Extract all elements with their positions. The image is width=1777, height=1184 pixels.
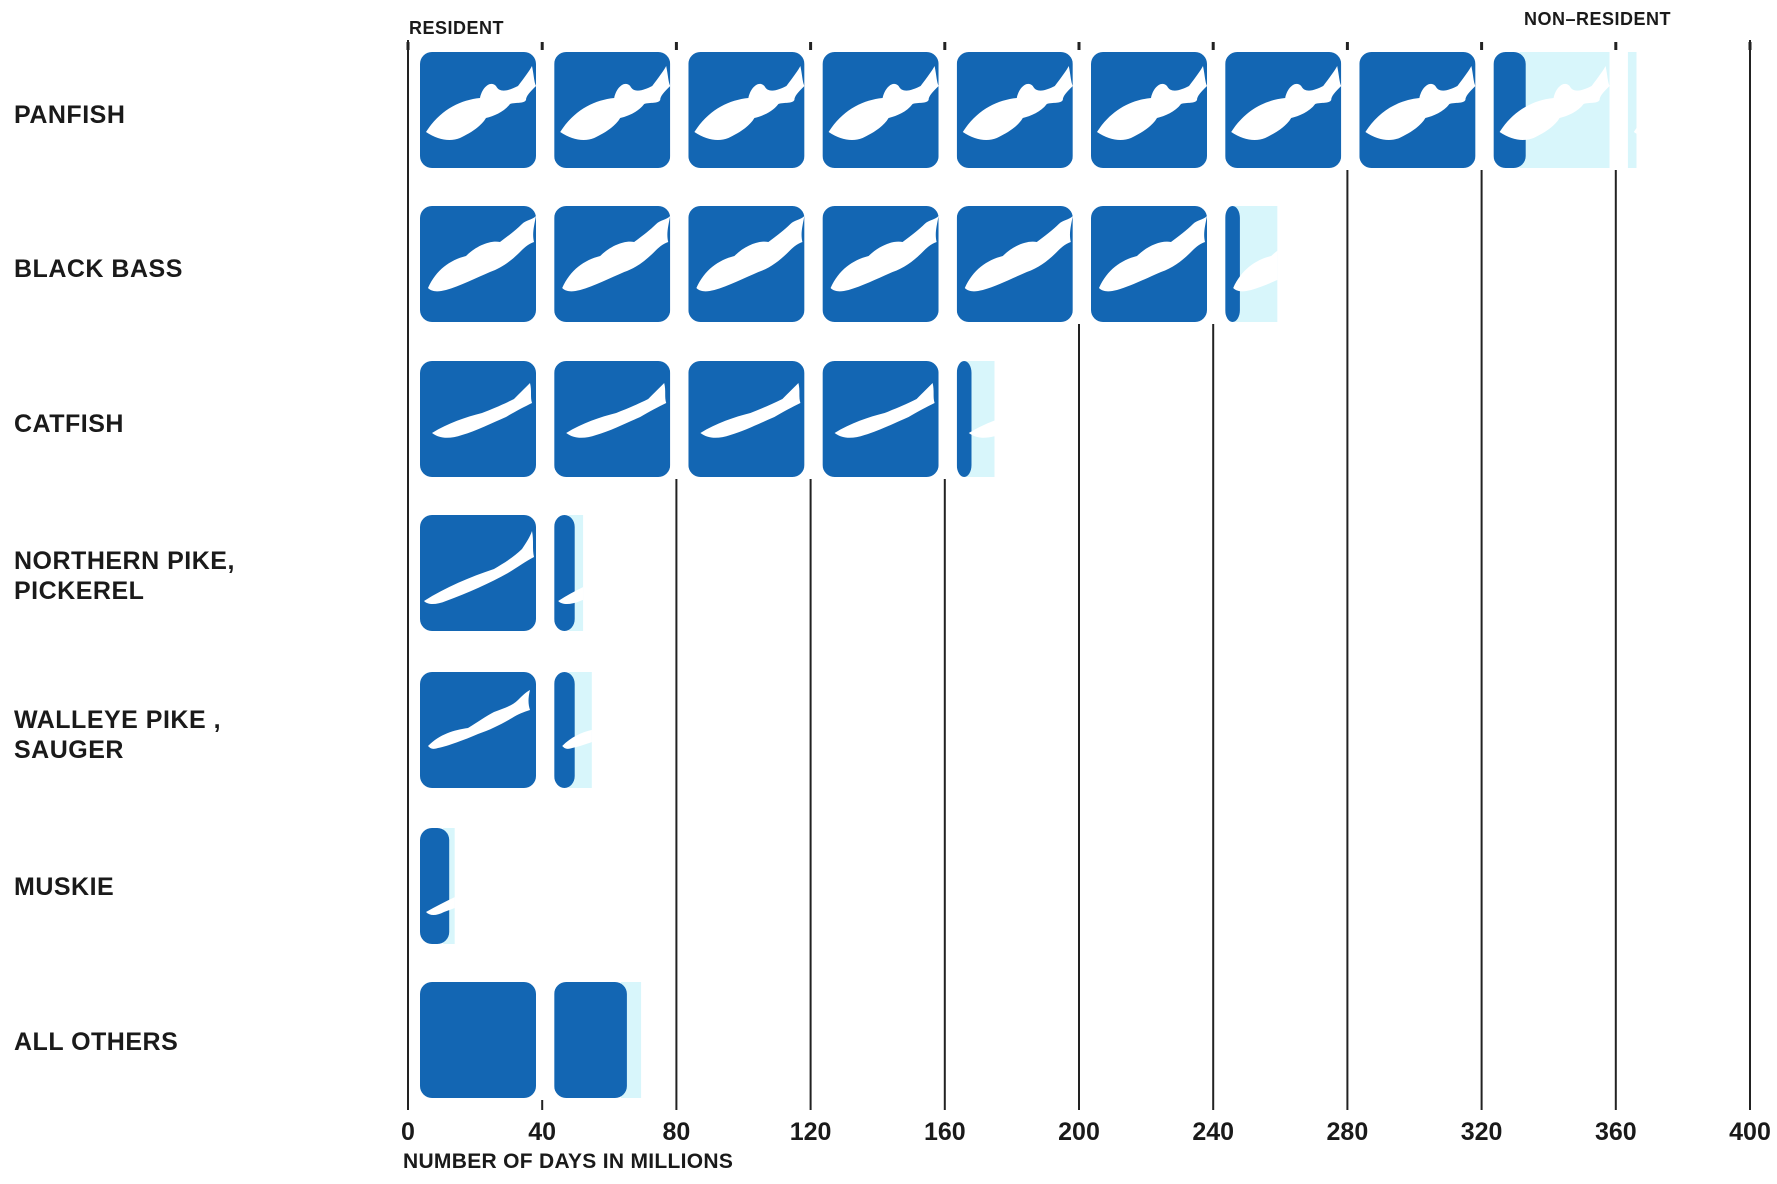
- symbol-6-1: [554, 982, 642, 1098]
- resident-segment: [956, 361, 972, 477]
- symbol-5-0: [420, 828, 455, 944]
- bar-row-3: [420, 515, 584, 631]
- x-tick-label-0: 0: [401, 1118, 415, 1146]
- symbol-1-5: [1091, 206, 1207, 322]
- resident-segment: [420, 828, 450, 944]
- nonresident-segment: [1627, 52, 1637, 168]
- symbol-3-1: [554, 515, 584, 631]
- symbol-0-7: [1359, 52, 1476, 168]
- symbol-2-2: [688, 361, 805, 477]
- symbol-0-6: [1225, 52, 1342, 168]
- x-tick-label-80: 80: [662, 1118, 690, 1146]
- x-tick-label-400: 400: [1729, 1118, 1771, 1146]
- symbol-0-3: [822, 52, 939, 168]
- resident-segment: [554, 982, 627, 1098]
- resident-segment: [554, 515, 575, 631]
- symbol-1-1: [554, 206, 671, 322]
- symbol-1-3: [822, 206, 939, 322]
- bar-row-0: [420, 52, 1744, 168]
- symbol-0-9: [1627, 52, 1744, 168]
- legend-nonresident: NON–RESIDENT: [1524, 9, 1672, 29]
- x-tick-label-160: 160: [924, 1118, 966, 1146]
- symbol-0-5: [1091, 52, 1207, 168]
- panfish-icon: [1633, 66, 1744, 140]
- resident-segment: [420, 515, 536, 631]
- category-label-panfish: PANFISH: [14, 101, 126, 129]
- symbol-2-3: [822, 361, 939, 477]
- category-label-muskie: MUSKIE: [14, 873, 115, 901]
- symbol-2-4: [956, 361, 995, 477]
- resident-segment: [420, 982, 536, 1098]
- x-tick-label-280: 280: [1327, 1118, 1369, 1146]
- x-tick-label-40: 40: [528, 1118, 556, 1146]
- symbol-0-4: [956, 52, 1073, 168]
- x-axis-title: NUMBER OF DAYS IN MILLIONS: [403, 1150, 734, 1173]
- category-label-catfish: CATFISH: [14, 410, 124, 438]
- bar-row-6: [420, 982, 642, 1098]
- symbol-1-6: [1225, 206, 1278, 322]
- symbol-2-1: [554, 361, 671, 477]
- symbol-0-0: [420, 52, 536, 168]
- panfish-icon-shape: [1633, 66, 1637, 140]
- category-label-northern-pike: NORTHERN PIKE, PICKEREL: [14, 547, 235, 605]
- symbol-1-2: [688, 206, 805, 322]
- symbol-4-1: [554, 672, 592, 788]
- symbol-0-8: [1493, 52, 1610, 168]
- symbol-6-0: [420, 982, 536, 1098]
- symbol-1-0: [420, 206, 536, 322]
- bar-row-5: [420, 828, 455, 944]
- bar-row-4: [420, 672, 592, 788]
- symbol-4-0: [420, 672, 536, 788]
- panfish-icon-silhouette: [1634, 66, 1744, 140]
- x-tick-label-320: 320: [1461, 1118, 1503, 1146]
- category-label-walleye: WALLEYE PIKE , SAUGER: [14, 706, 222, 764]
- x-tick-label-200: 200: [1058, 1118, 1100, 1146]
- symbol-2-0: [420, 361, 536, 477]
- symbol-0-1: [554, 52, 671, 168]
- x-tick-label-120: 120: [790, 1118, 832, 1146]
- resident-segment: [1225, 206, 1240, 322]
- resident-segment: [554, 672, 575, 788]
- bar-row-2: [420, 361, 995, 477]
- symbol-0-2: [688, 52, 805, 168]
- symbol-3-0: [420, 515, 536, 631]
- category-label-all-others: ALL OTHERS: [14, 1028, 179, 1056]
- symbol-1-4: [956, 206, 1073, 322]
- legend-resident: RESIDENT: [409, 18, 505, 38]
- x-tick-label-240: 240: [1192, 1118, 1234, 1146]
- category-label-black-bass: BLACK BASS: [14, 255, 183, 283]
- bar-row-1: [420, 206, 1278, 322]
- x-tick-label-360: 360: [1595, 1118, 1637, 1146]
